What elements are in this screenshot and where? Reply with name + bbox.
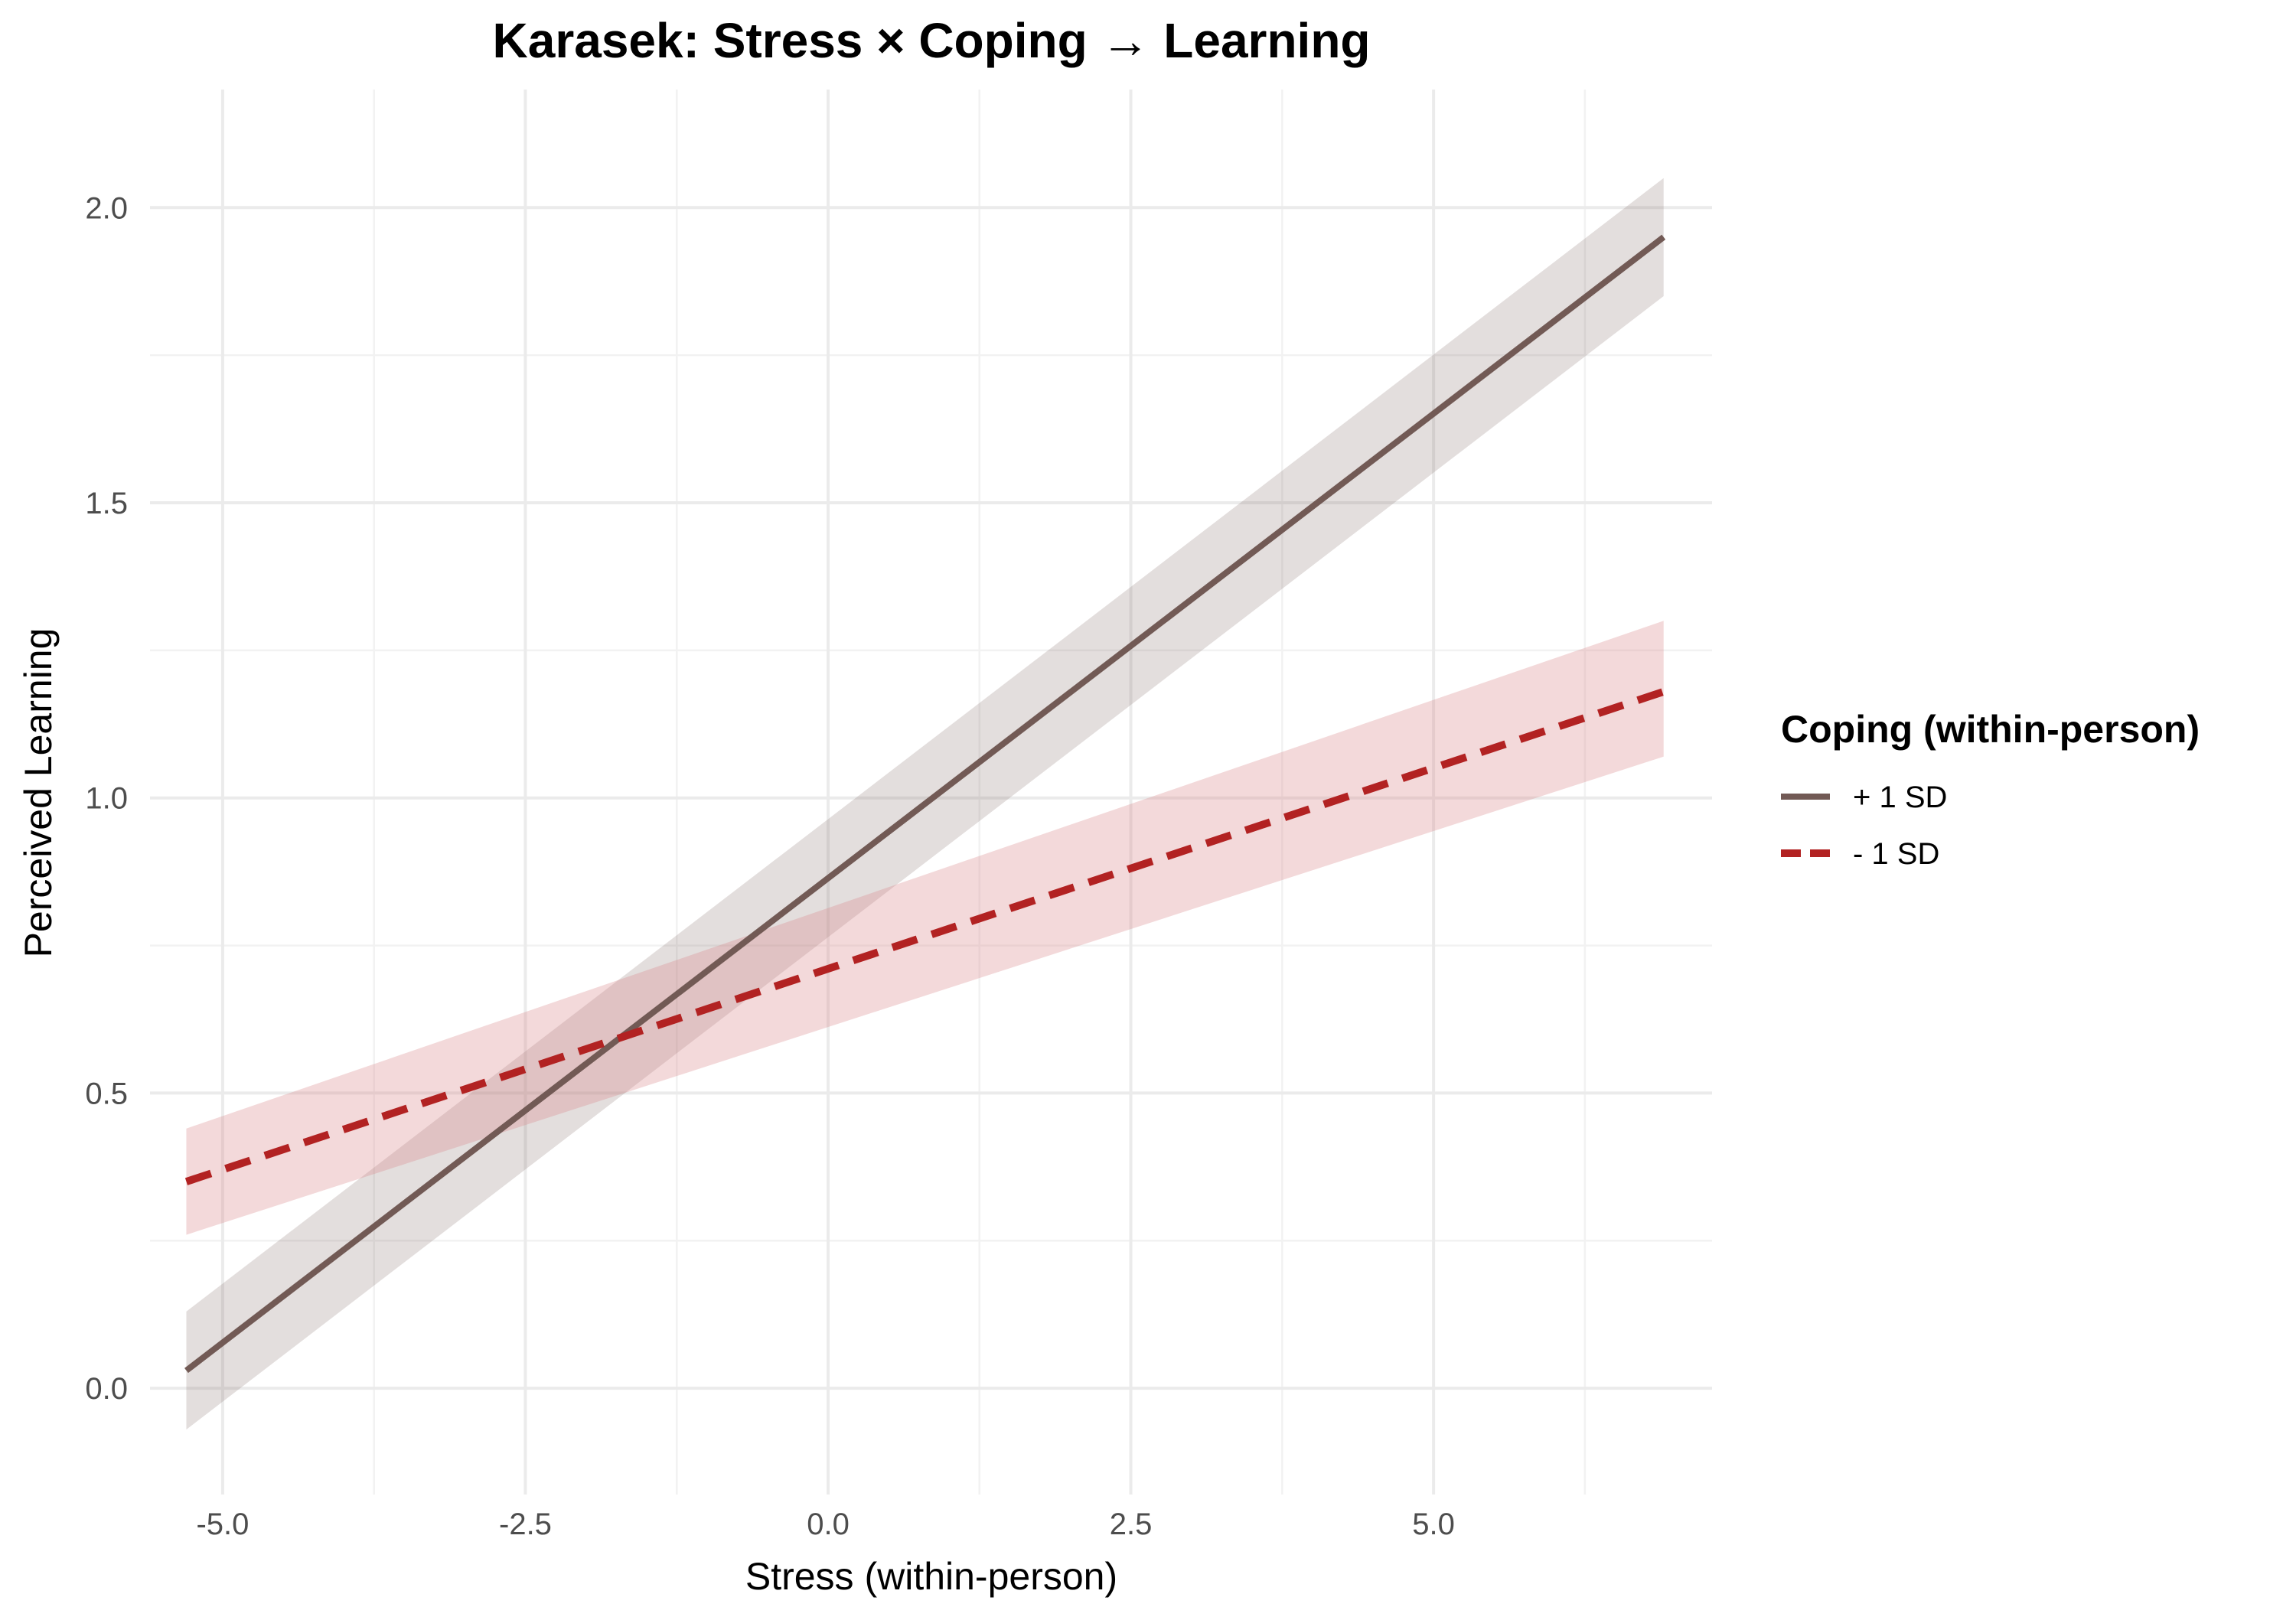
- chart-title: Karasek: Stress × Coping → Learning: [493, 13, 1371, 68]
- y-tick-label: 0.0: [85, 1372, 128, 1406]
- legend-label: - 1 SD: [1853, 837, 1939, 871]
- confidence-ribbon: [186, 621, 1664, 1235]
- legend-label: + 1 SD: [1853, 781, 1947, 814]
- x-tick-label: 5.0: [1412, 1508, 1455, 1541]
- x-tick-label: -5.0: [196, 1508, 249, 1541]
- minor-gridlines: [150, 90, 1712, 1495]
- x-tick-label: -2.5: [499, 1508, 552, 1541]
- x-axis-ticks: -5.0 -2.5 0.0 2.5 5.0: [196, 1508, 1454, 1541]
- y-tick-label: 0.5: [85, 1077, 128, 1110]
- legend: Coping (within-person) + 1 SD - 1 SD: [1781, 708, 2200, 871]
- y-tick-label: 1.5: [85, 487, 128, 520]
- legend-items: + 1 SD - 1 SD: [1781, 781, 1947, 871]
- x-tick-label: 0.0: [807, 1508, 850, 1541]
- plot-area: [150, 90, 1712, 1495]
- y-axis-ticks: 0.0 0.5 1.0 1.5 2.0: [85, 191, 128, 1406]
- series-line: [184, 688, 1665, 1185]
- series-line: [184, 234, 1666, 1374]
- y-tick-label: 2.0: [85, 191, 128, 225]
- y-axis-title: Perceived Learning: [17, 628, 60, 958]
- y-tick-label: 1.0: [85, 782, 128, 816]
- series-lines: [184, 234, 1666, 1374]
- x-tick-label: 2.5: [1110, 1508, 1153, 1541]
- legend-title: Coping (within-person): [1781, 708, 2200, 751]
- x-axis-title: Stress (within-person): [745, 1555, 1117, 1598]
